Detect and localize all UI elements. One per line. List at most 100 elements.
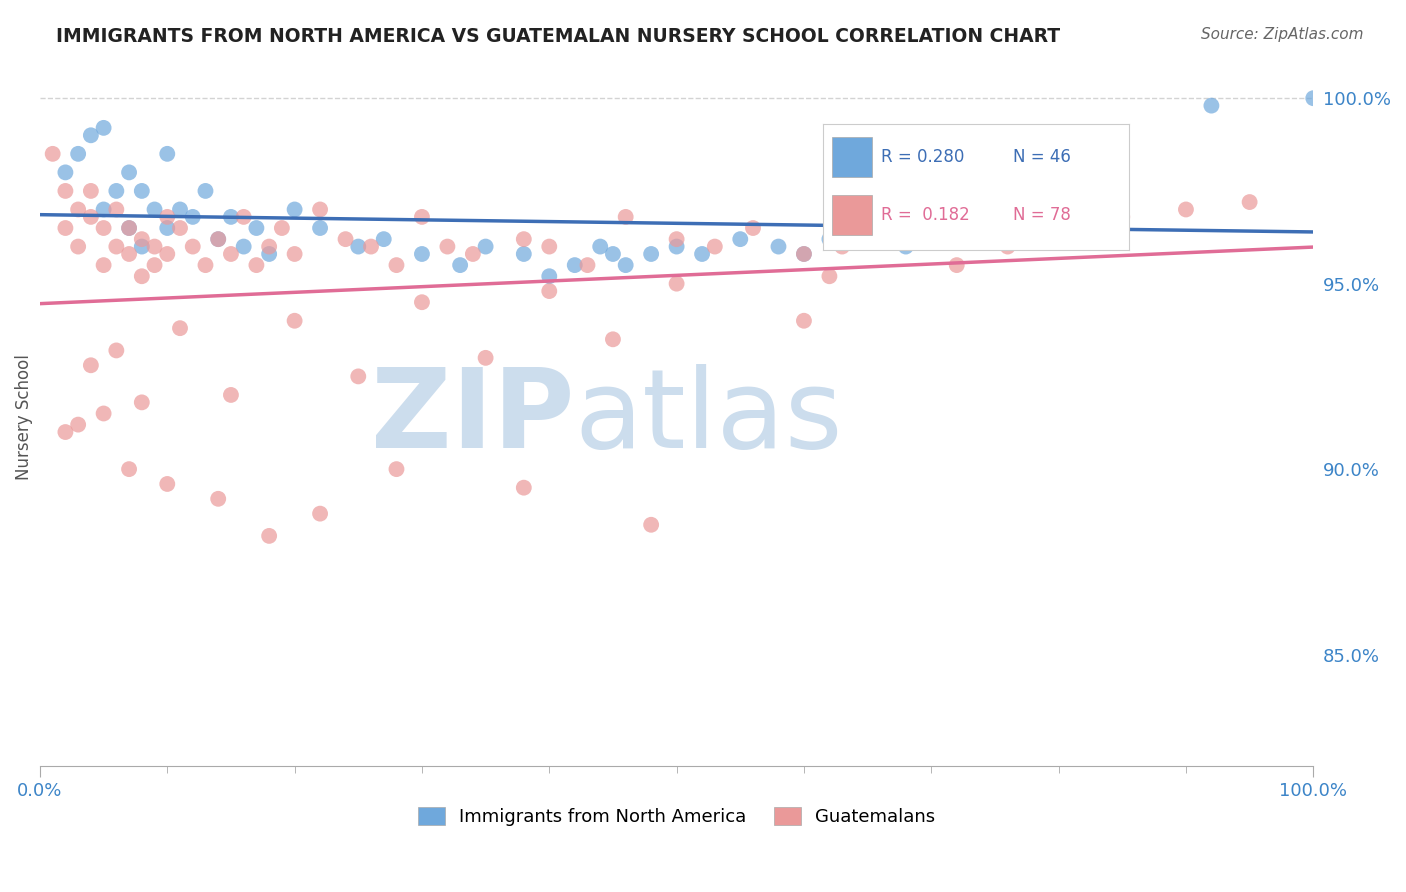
Text: ZIP: ZIP — [371, 364, 575, 471]
Point — [461, 247, 484, 261]
Point — [347, 239, 370, 253]
Point — [219, 388, 242, 402]
Y-axis label: Nursery School: Nursery School — [15, 354, 32, 480]
Point — [793, 314, 815, 328]
Point — [55, 221, 77, 235]
Point — [41, 146, 63, 161]
Point — [335, 232, 357, 246]
Point — [194, 258, 217, 272]
Point — [945, 258, 967, 272]
Point — [80, 358, 103, 372]
Point — [219, 247, 242, 261]
Point — [1111, 210, 1133, 224]
Point — [118, 221, 141, 235]
Point — [131, 239, 153, 253]
Point — [270, 221, 292, 235]
Point — [55, 425, 77, 439]
Point — [156, 146, 179, 161]
Point — [169, 221, 191, 235]
Point — [93, 202, 115, 217]
Point — [105, 239, 128, 253]
Point — [703, 239, 725, 253]
Point — [1239, 195, 1261, 210]
Point — [131, 232, 153, 246]
Point — [436, 239, 458, 253]
Point — [257, 529, 280, 543]
Point — [602, 247, 624, 261]
Point — [665, 277, 688, 291]
Point — [449, 258, 471, 272]
Point — [564, 258, 586, 272]
Point — [181, 210, 204, 224]
Point — [768, 239, 790, 253]
Point — [156, 477, 179, 491]
Point — [831, 239, 853, 253]
Point — [309, 507, 332, 521]
Point — [169, 321, 191, 335]
Point — [232, 210, 254, 224]
Point — [640, 247, 662, 261]
Point — [207, 491, 229, 506]
Point — [882, 221, 904, 235]
Point — [385, 258, 408, 272]
Point — [690, 247, 713, 261]
Point — [93, 120, 115, 135]
Point — [257, 239, 280, 253]
Point — [309, 221, 332, 235]
Point — [93, 258, 115, 272]
Point — [589, 239, 612, 253]
Point — [156, 210, 179, 224]
Point — [219, 210, 242, 224]
Point — [181, 239, 204, 253]
Point — [156, 221, 179, 235]
Point — [257, 247, 280, 261]
Point — [80, 184, 103, 198]
Point — [284, 202, 307, 217]
Point — [818, 269, 841, 284]
Point — [1302, 91, 1324, 105]
Point — [1174, 202, 1197, 217]
Point — [513, 232, 536, 246]
Point — [856, 221, 879, 235]
Point — [602, 332, 624, 346]
Point — [207, 232, 229, 246]
Point — [474, 351, 496, 365]
Text: IMMIGRANTS FROM NORTH AMERICA VS GUATEMALAN NURSERY SCHOOL CORRELATION CHART: IMMIGRANTS FROM NORTH AMERICA VS GUATEMA… — [56, 27, 1060, 45]
Point — [894, 239, 917, 253]
Legend: Immigrants from North America, Guatemalans: Immigrants from North America, Guatemala… — [411, 800, 942, 833]
Point — [143, 202, 166, 217]
Point — [80, 128, 103, 143]
Point — [156, 247, 179, 261]
Point — [105, 343, 128, 358]
Point — [385, 462, 408, 476]
Point — [131, 184, 153, 198]
Point — [105, 202, 128, 217]
Point — [665, 239, 688, 253]
Point — [1047, 221, 1070, 235]
Point — [538, 239, 561, 253]
Point — [131, 395, 153, 409]
Point — [207, 232, 229, 246]
Point — [245, 258, 267, 272]
Point — [360, 239, 382, 253]
Point — [245, 221, 267, 235]
Point — [169, 202, 191, 217]
Point — [232, 239, 254, 253]
Point — [997, 239, 1019, 253]
Point — [538, 284, 561, 298]
Point — [513, 481, 536, 495]
Point — [80, 210, 103, 224]
Point — [284, 247, 307, 261]
Point — [614, 210, 637, 224]
Point — [309, 202, 332, 217]
Point — [118, 221, 141, 235]
Point — [347, 369, 370, 384]
Point — [411, 210, 433, 224]
Point — [1201, 98, 1223, 112]
Point — [538, 269, 561, 284]
Point — [513, 247, 536, 261]
Point — [411, 247, 433, 261]
Point — [131, 269, 153, 284]
Point — [730, 232, 752, 246]
Point — [93, 221, 115, 235]
